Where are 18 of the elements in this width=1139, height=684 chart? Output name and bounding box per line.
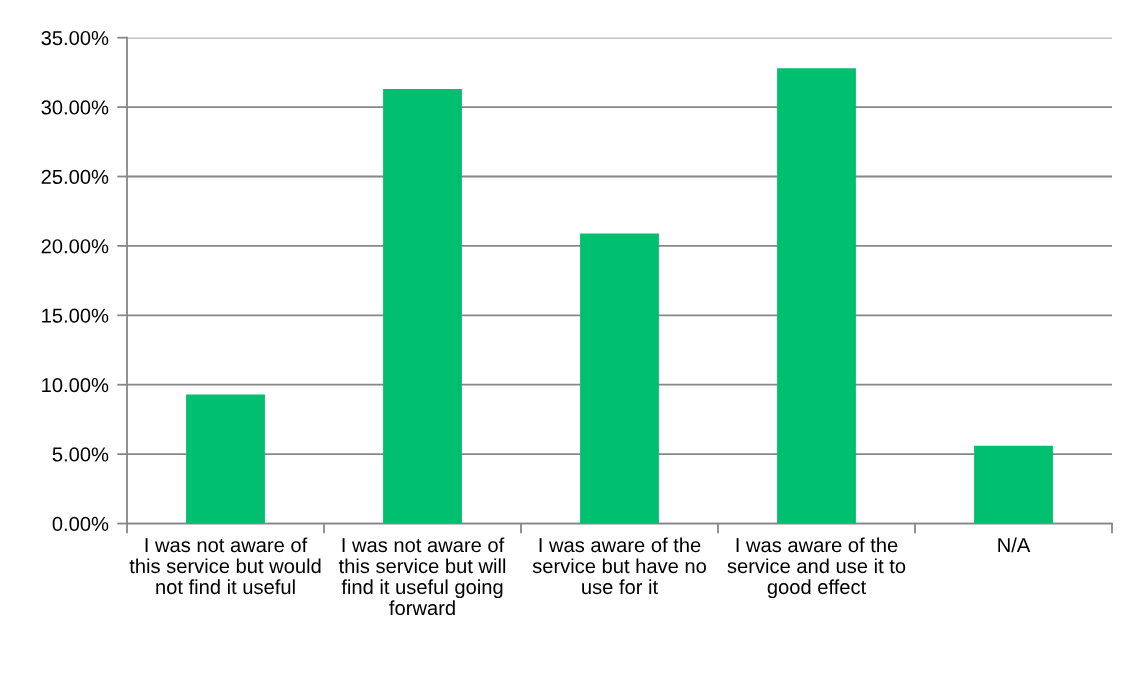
y-tick-label: 0.00% <box>52 516 109 532</box>
y-tick-label: 25.00% <box>41 169 109 184</box>
x-tick-label: N/A <box>998 537 1031 553</box>
y-tick-label: 35.00% <box>41 30 109 46</box>
x-tick-label: I was aware of the service but have no use for it <box>532 537 706 595</box>
y-tick-label: 20.00% <box>41 239 109 254</box>
x-tick-label: I was not aware of this service but would not find it useful <box>129 537 321 595</box>
x-tick-label: I was aware of the service and use it to good effect <box>727 537 906 599</box>
x-tick-label: I was not aware of this service but will find it useful going forward <box>338 537 506 616</box>
y-tick-label: 15.00% <box>42 308 109 323</box>
bar <box>580 233 659 524</box>
bar <box>383 89 462 524</box>
bar <box>974 445 1053 524</box>
bar <box>777 68 856 524</box>
y-tick-label: 10.00% <box>42 377 109 393</box>
y-tick-label: 5.00% <box>52 447 109 462</box>
y-tick-label: 30.00% <box>41 100 109 115</box>
bar <box>186 394 265 524</box>
